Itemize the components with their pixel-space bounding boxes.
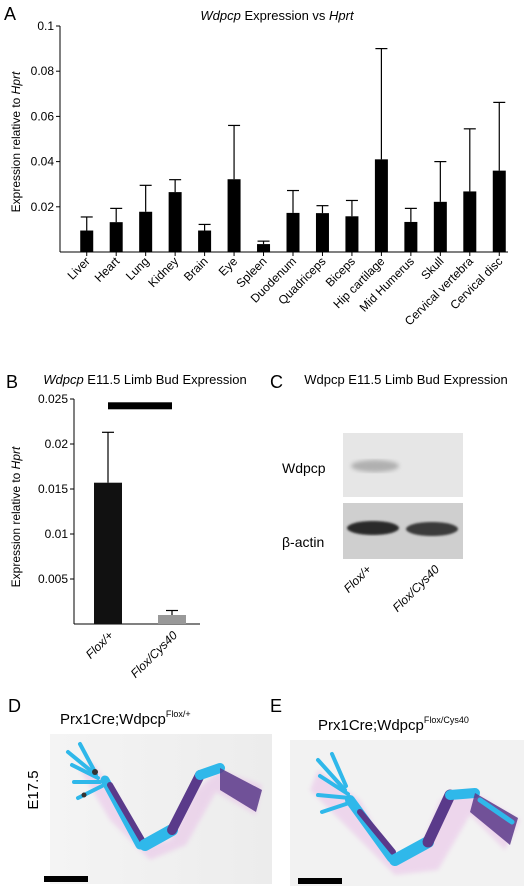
panel-letter-b: B bbox=[6, 372, 18, 392]
blot-label-wdpcp: Wdpcp bbox=[282, 460, 326, 476]
panel-letter-c: C bbox=[270, 372, 283, 392]
chart-a-bar bbox=[198, 230, 212, 252]
chart-b-ytick-label: 0.005 bbox=[38, 572, 68, 586]
chart-b-category-label: Flox/Cys40 bbox=[128, 628, 181, 681]
scale-bar-e bbox=[298, 878, 342, 884]
chart-b-ytick-label: 0.015 bbox=[38, 482, 68, 496]
blot-title: Wdpcp E11.5 Limb Bud Expression bbox=[304, 372, 508, 387]
chart-a-ytick-label: 0.08 bbox=[31, 64, 55, 78]
chart-a-bar bbox=[109, 222, 123, 252]
chart-b-ylabel: Expression relative to Hprt bbox=[9, 446, 23, 587]
chart-a-category-label: Liver bbox=[65, 254, 93, 282]
chart-a-bar bbox=[286, 212, 300, 252]
chart-a-bar bbox=[433, 201, 447, 252]
blot-lane-flox: Flox/+ bbox=[341, 562, 374, 595]
chart-a-category-label: Brain bbox=[181, 254, 211, 284]
blot-actin-band-2 bbox=[406, 522, 458, 536]
chart-a-ytick-label: 0.1 bbox=[37, 19, 54, 33]
chart-a-category-label: Eye bbox=[216, 254, 241, 279]
chart-b: 0.005 0.01 0.015 0.02 0.025 Flox/+ Flox/Cys40 bbox=[38, 392, 200, 681]
panel-letter-d: D bbox=[8, 696, 21, 716]
chart-a-title: Wdpcp Expression vs Hprt bbox=[200, 8, 355, 23]
chart-a-ytick-label: 0.06 bbox=[31, 109, 55, 123]
chart-b-category-label: Flox/+ bbox=[83, 628, 116, 661]
chart-a-ylabel: Expression relative to Hprt bbox=[9, 71, 23, 212]
chart-b-ytick-label: 0.025 bbox=[38, 392, 68, 406]
western-blot bbox=[343, 433, 463, 559]
chart-a-bar bbox=[463, 191, 477, 252]
chart-a-bar bbox=[345, 216, 359, 252]
chart-b-title: Wdpcp E11.5 Limb Bud Expression bbox=[43, 372, 247, 387]
skeleton-d-label: Prx1Cre;WdpcpFlox/+ bbox=[60, 709, 191, 728]
chart-a-bar bbox=[492, 170, 506, 252]
blot-wdpcp-band bbox=[351, 460, 399, 472]
chart-b-bar bbox=[158, 615, 186, 624]
chart-a-ytick-label: 0.02 bbox=[31, 200, 55, 214]
chart-a-category-label: Kidney bbox=[145, 254, 181, 290]
skeleton-e-label: Prx1Cre;WdpcpFlox/Cys40 bbox=[318, 715, 469, 734]
panel-letter-a: A bbox=[4, 4, 16, 24]
chart-a-bar bbox=[257, 244, 271, 252]
chart-a-category-label: Heart bbox=[92, 254, 123, 285]
chart-a-bar bbox=[315, 213, 329, 252]
skeleton-e-image bbox=[290, 740, 524, 886]
chart-a-bar bbox=[227, 179, 241, 252]
chart-a-bar bbox=[404, 221, 418, 252]
chart-a-bar bbox=[80, 230, 94, 252]
chart-a-bar bbox=[374, 159, 388, 252]
chart-a-bar bbox=[139, 211, 153, 252]
blot-label-actin: β-actin bbox=[282, 534, 324, 550]
chart-b-bar bbox=[94, 482, 122, 624]
stage-label: E17.5 bbox=[25, 770, 42, 809]
chart-b-ytick-label: 0.01 bbox=[45, 527, 69, 541]
chart-b-ytick-label: 0.02 bbox=[45, 437, 69, 451]
chart-a-bar bbox=[168, 192, 182, 252]
skeleton-d-image bbox=[50, 734, 272, 884]
panel-letter-e: E bbox=[270, 696, 282, 716]
blot-actin-band-1 bbox=[347, 521, 399, 535]
blot-lane-cys40: Flox/Cys40 bbox=[390, 562, 443, 615]
scale-bar-d bbox=[44, 876, 88, 882]
chart-b-significance-bar bbox=[108, 402, 172, 410]
chart-a-ytick-label: 0.04 bbox=[31, 155, 55, 169]
